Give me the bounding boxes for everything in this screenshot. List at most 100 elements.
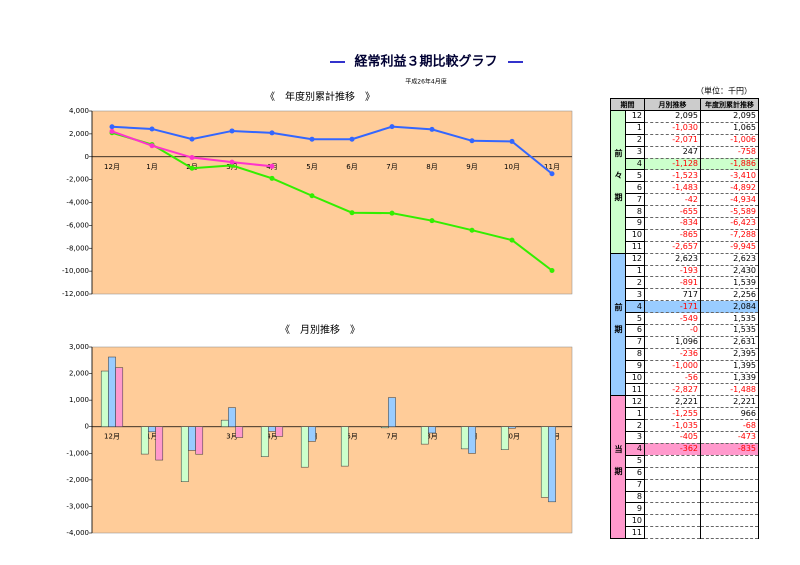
value-cell: -9,945 bbox=[700, 240, 759, 254]
month-cell: 4 bbox=[625, 442, 645, 456]
table-row: 9 -834 -6,423 bbox=[611, 217, 759, 230]
bar bbox=[228, 407, 236, 427]
value-cell: -7,288 bbox=[700, 228, 759, 242]
month-cell: 11 bbox=[625, 383, 645, 397]
empty-cell bbox=[700, 490, 759, 504]
value-cell: -1,483 bbox=[644, 181, 701, 195]
value-cell: -0 bbox=[644, 324, 701, 337]
value-cell: -236 bbox=[644, 347, 701, 361]
header-cell: 月別推移 bbox=[644, 98, 701, 111]
table-row: 10 -865 -7,288 bbox=[611, 228, 759, 242]
value-cell: -834 bbox=[644, 217, 701, 230]
month-cell: 11 bbox=[625, 240, 645, 254]
table-row: 2 -891 1,539 bbox=[611, 276, 759, 290]
header-cell: 期間 bbox=[610, 98, 645, 111]
empty-cell bbox=[644, 502, 701, 516]
bar bbox=[540, 426, 549, 498]
y-tick-label: -1,000 bbox=[66, 449, 89, 457]
table-row: 5 bbox=[611, 454, 759, 468]
month-cell: 8 bbox=[625, 347, 645, 361]
bar bbox=[300, 426, 309, 468]
bar bbox=[468, 426, 476, 454]
value-cell: -5,589 bbox=[700, 205, 759, 219]
point bbox=[509, 237, 515, 243]
empty-cell bbox=[644, 454, 701, 468]
point bbox=[149, 143, 155, 149]
month-cell: 7 bbox=[625, 193, 645, 207]
point bbox=[189, 155, 195, 161]
month-cell: 3 bbox=[625, 145, 645, 159]
value-cell: -1,030 bbox=[644, 121, 701, 135]
value-cell: -1,523 bbox=[644, 169, 701, 183]
bar bbox=[180, 426, 189, 482]
month-cell: 10 bbox=[625, 371, 645, 385]
x-tick-label: 9月 bbox=[466, 163, 477, 171]
table-row: 8 -655 -5,589 bbox=[611, 205, 759, 219]
point bbox=[549, 171, 555, 177]
point bbox=[429, 218, 435, 224]
empty-cell bbox=[644, 478, 701, 492]
group-label: 当期 bbox=[610, 395, 626, 540]
value-cell: 1,395 bbox=[700, 359, 759, 373]
table-row: 5 -549 1,535 bbox=[611, 312, 759, 326]
bar bbox=[275, 426, 284, 437]
data-table: 期間 月別推移 年度別累計推移 前々期 12 2,095 2,095 1 -1,030 1,… bbox=[610, 98, 759, 540]
bar bbox=[548, 426, 556, 503]
x-tick-label: 12月 bbox=[104, 163, 120, 171]
value-cell: 247 bbox=[644, 145, 701, 159]
empty-cell bbox=[700, 526, 759, 540]
bar bbox=[108, 356, 116, 427]
empty-cell bbox=[700, 466, 759, 480]
x-tick-label: 4月 bbox=[266, 433, 277, 441]
point bbox=[469, 138, 475, 144]
point bbox=[549, 267, 555, 273]
point bbox=[229, 128, 235, 134]
x-tick-label: 7月 bbox=[386, 163, 397, 171]
value-cell: 2,395 bbox=[700, 347, 759, 361]
bar bbox=[140, 426, 149, 455]
value-cell: -362 bbox=[644, 442, 701, 456]
bar bbox=[148, 426, 156, 433]
value-cell: 2,623 bbox=[700, 252, 759, 266]
y-tick-label: -4,000 bbox=[66, 529, 89, 537]
point bbox=[189, 165, 195, 171]
month-cell: 12 bbox=[625, 252, 645, 266]
month-cell: 8 bbox=[625, 205, 645, 219]
bar bbox=[100, 370, 109, 427]
value-cell: 2,095 bbox=[700, 110, 759, 123]
y-tick-label: -2,000 bbox=[66, 476, 89, 484]
value-cell: -3,410 bbox=[700, 169, 759, 183]
point bbox=[149, 126, 155, 132]
bar bbox=[235, 426, 244, 438]
empty-cell bbox=[700, 478, 759, 492]
table-row: 11 -2,657 -9,945 bbox=[611, 240, 759, 254]
value-cell: 1,539 bbox=[700, 276, 759, 290]
value-cell: -171 bbox=[644, 300, 701, 314]
y-tick-label: 4,000 bbox=[69, 107, 89, 115]
month-cell: 12 bbox=[625, 395, 645, 409]
y-tick-label: 2,000 bbox=[69, 370, 89, 378]
x-tick-label: 5月 bbox=[306, 163, 317, 171]
value-cell: -405 bbox=[644, 431, 701, 444]
table-row: 8 -236 2,395 bbox=[611, 347, 759, 361]
y-tick-label: -12,000 bbox=[62, 290, 89, 298]
empty-cell bbox=[644, 526, 701, 540]
point bbox=[389, 124, 395, 130]
point bbox=[349, 136, 355, 142]
month-cell: 10 bbox=[625, 228, 645, 242]
bar bbox=[340, 426, 349, 467]
point bbox=[229, 159, 235, 165]
value-cell: 2,631 bbox=[700, 335, 759, 349]
unit-label: （単位：千円） bbox=[696, 86, 752, 96]
value-cell: -6,423 bbox=[700, 217, 759, 230]
table-row: 11 bbox=[611, 526, 759, 540]
chart-title: 《 月別推移 》 bbox=[280, 323, 360, 336]
month-cell: 5 bbox=[625, 169, 645, 183]
table-row: 9 -1,000 1,395 bbox=[611, 359, 759, 373]
month-cell: 11 bbox=[625, 526, 645, 540]
value-cell: -473 bbox=[700, 431, 759, 444]
table-row: 7 bbox=[611, 478, 759, 492]
month-cell: 2 bbox=[625, 133, 645, 147]
value-cell: 2,095 bbox=[644, 110, 701, 123]
x-tick-label: 3月 bbox=[226, 433, 237, 441]
